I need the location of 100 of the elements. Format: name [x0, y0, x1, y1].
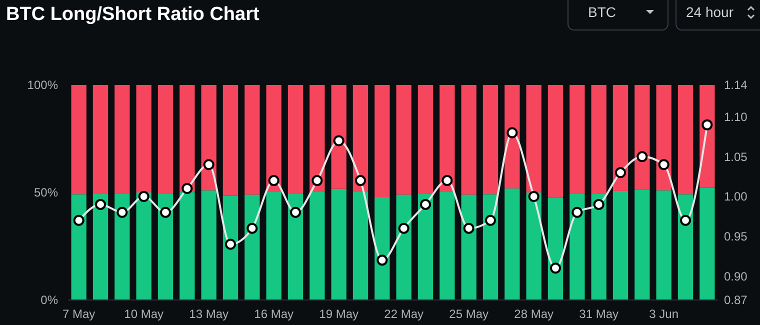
bar: [591, 85, 606, 194]
point: [463, 222, 474, 234]
y2-tick-label: 1.05: [724, 150, 748, 164]
point: [246, 222, 258, 234]
bar: [440, 85, 455, 192]
bar: [548, 85, 564, 198]
bar: [136, 192, 152, 300]
point: [528, 190, 540, 202]
point: [658, 159, 670, 170]
point: [355, 175, 366, 186]
bar: [418, 85, 434, 194]
bar: [461, 85, 476, 195]
bar: [656, 85, 672, 190]
bar: [612, 190, 628, 300]
x-tick-label: 10 May: [124, 307, 164, 321]
bar: [92, 85, 108, 194]
point: [160, 206, 171, 218]
bar: [374, 197, 390, 300]
bar: [158, 85, 174, 194]
point: [203, 159, 214, 170]
bar: [678, 194, 694, 300]
bar: [482, 194, 498, 300]
point: [138, 190, 150, 202]
point: [506, 127, 518, 138]
bar: [374, 85, 390, 198]
point: [376, 254, 388, 266]
y2-tick-label: 0.87: [724, 293, 748, 308]
bar: [591, 193, 606, 300]
y2-tick-label: 1.00: [724, 190, 748, 204]
bar: [440, 191, 455, 300]
x-tick-label: 25 May: [449, 307, 489, 321]
bar: [136, 85, 152, 192]
bar: [526, 192, 542, 300]
y-tick-label: 100%: [27, 78, 58, 92]
point: [95, 198, 106, 210]
bar: [180, 192, 195, 300]
bar: [482, 85, 498, 194]
bar: [114, 194, 130, 300]
bar: [331, 85, 346, 189]
bar: [612, 85, 628, 191]
point: [333, 135, 344, 146]
point: [225, 238, 236, 250]
bar: [288, 85, 304, 194]
point: [116, 206, 128, 218]
bar: [310, 191, 325, 300]
text: 24 hour: [686, 4, 734, 20]
x-tick-label: 7 May: [62, 307, 96, 321]
x-tick-label: 3 Jun: [649, 307, 679, 321]
bar: [396, 194, 412, 300]
point: [636, 151, 648, 162]
bar: [396, 85, 412, 195]
bar: [331, 188, 346, 300]
point: [680, 214, 691, 226]
y2-tick-label: 1.14: [724, 78, 748, 92]
point: [572, 206, 583, 218]
bar: [71, 194, 86, 300]
bar: [656, 190, 672, 300]
y2-tick-label: 0.95: [724, 229, 748, 244]
bar: [504, 85, 520, 188]
x-tick-label: 13 May: [189, 307, 229, 321]
point: [485, 214, 496, 226]
bar: [114, 85, 130, 194]
point: [268, 175, 280, 186]
bar: [266, 191, 282, 300]
bar: [352, 85, 368, 192]
bar: [570, 194, 585, 300]
y2-tick-label: 0.90: [724, 269, 748, 284]
bar: [548, 198, 564, 300]
bar: [158, 194, 174, 300]
bar: [222, 196, 238, 300]
bar: [222, 85, 238, 196]
bar: [461, 194, 476, 300]
point: [593, 198, 604, 210]
x-tick-label: 31 May: [579, 307, 619, 321]
y-tick-label: 50%: [34, 186, 58, 200]
bar: [526, 85, 542, 192]
point: [312, 175, 323, 186]
x-tick-label: 22 May: [384, 307, 424, 321]
bar: [244, 85, 260, 195]
bar: [266, 85, 282, 192]
point: [290, 206, 301, 218]
point: [73, 214, 84, 226]
x-tick-label: 19 May: [319, 307, 359, 321]
x-tick-label: 28 May: [514, 307, 554, 321]
text: BTC: [588, 4, 616, 20]
bar: [310, 85, 325, 192]
bar: [570, 85, 585, 194]
bar: [201, 85, 216, 190]
bar: [180, 85, 195, 192]
point: [398, 222, 410, 234]
bar: [288, 194, 304, 300]
point: [182, 183, 193, 194]
bar: [634, 85, 650, 190]
chart-title: BTC Long/Short Ratio Chart: [6, 4, 260, 25]
y-tick-label: 0%: [40, 293, 58, 308]
point: [702, 119, 713, 130]
point: [442, 175, 453, 186]
y2-tick-label: 1.10: [724, 110, 748, 124]
point: [420, 198, 431, 210]
bar: [678, 85, 694, 194]
